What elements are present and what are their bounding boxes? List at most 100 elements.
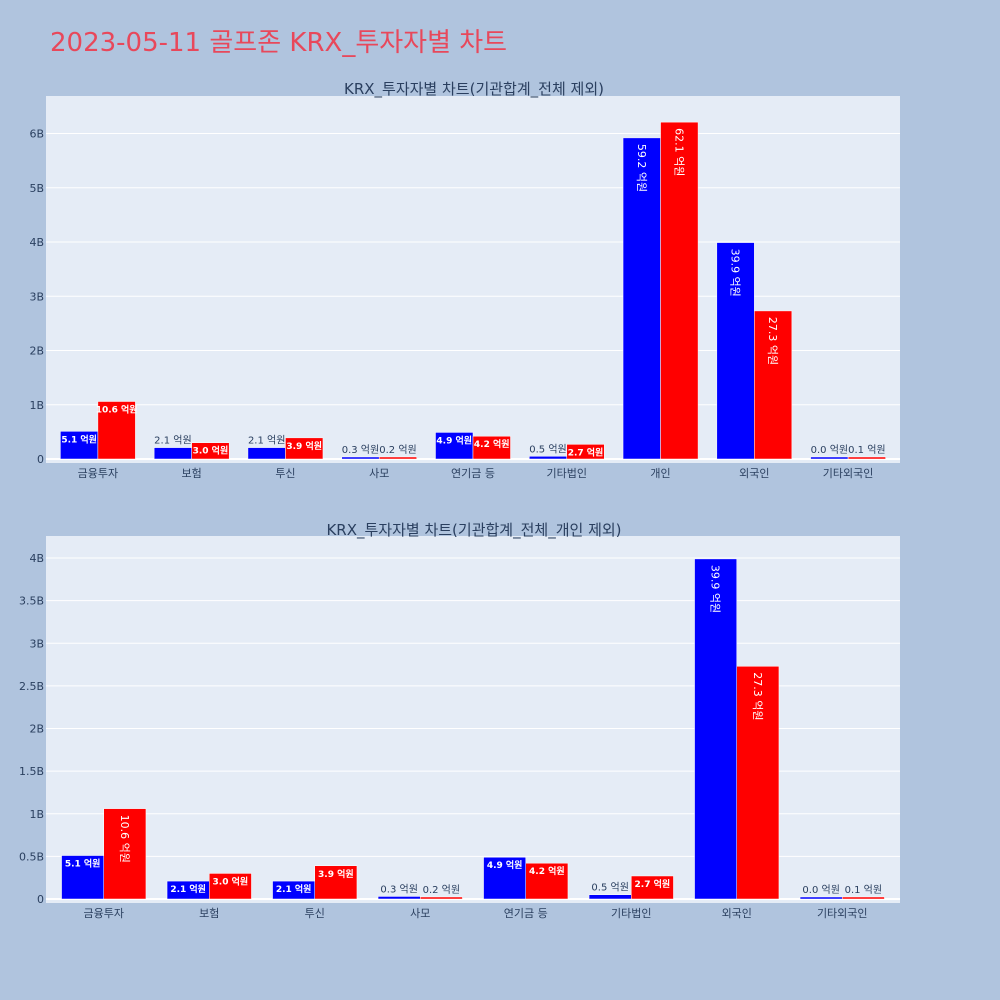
bar <box>694 558 737 900</box>
page-title: 2023-05-11 골프존 KRX_투자자별 차트 <box>50 28 508 58</box>
x-tick-label: 개인 <box>650 467 670 480</box>
data-label: 5.1 억원 <box>65 858 101 870</box>
data-label: 10.6 억원 <box>96 404 138 416</box>
x-tick-label: 보험 <box>199 907 219 920</box>
data-label: 62.1 억원 <box>672 128 685 176</box>
bar <box>622 137 661 460</box>
data-label: 2.1 억원 <box>248 435 285 447</box>
bar <box>61 855 104 900</box>
data-label: 3.9 억원 <box>318 868 354 880</box>
bar <box>483 856 526 900</box>
bar <box>153 447 192 460</box>
data-label: 59.2 억원 <box>635 144 648 192</box>
bar <box>247 447 286 460</box>
chart-title: KRX_투자자별 차트(기관합계_전체 제외) <box>344 80 604 99</box>
data-label: 2.1 억원 <box>154 435 191 447</box>
data-label: 2.7 억원 <box>635 878 671 890</box>
bar <box>842 896 885 900</box>
y-tick-label: 2.5B <box>19 680 44 693</box>
bar <box>341 456 380 460</box>
x-tick-label: 기타법인 <box>611 907 651 920</box>
x-tick-label: 투신 <box>305 907 325 920</box>
data-label: 0.1 억원 <box>848 444 885 456</box>
data-label: 0.3 억원 <box>380 883 417 895</box>
data-label: 3.0 억원 <box>193 445 229 457</box>
x-tick-label: 외국인 <box>739 467 769 480</box>
bar <box>631 875 674 900</box>
data-label: 0.3 억원 <box>342 444 379 456</box>
x-tick-label: 사모 <box>369 467 389 480</box>
data-label: 0.0 억원 <box>802 884 839 896</box>
bar <box>378 456 417 460</box>
data-label: 4.2 억원 <box>529 865 565 877</box>
bar <box>525 862 569 900</box>
bar <box>716 242 755 460</box>
bar <box>472 435 511 460</box>
data-label: 4.9 억원 <box>487 859 523 871</box>
bar <box>191 442 230 460</box>
bar <box>847 456 886 460</box>
x-tick-label: 연기금 등 <box>451 467 495 480</box>
y-tick-label: 6B <box>29 128 44 141</box>
bar <box>736 666 780 900</box>
data-label: 2.7 억원 <box>568 446 604 458</box>
bar <box>314 865 358 900</box>
x-tick-label: 투신 <box>275 467 295 480</box>
data-label: 10.6 억원 <box>118 815 131 863</box>
y-tick-label: 5B <box>29 182 44 195</box>
data-label: 4.2 억원 <box>474 438 510 450</box>
bar <box>810 456 849 460</box>
y-tick-label: 2B <box>29 345 44 358</box>
data-label: 27.3 억원 <box>766 317 779 365</box>
chart-title: KRX_투자자별 차트(기관합계_전체_개인 제외) <box>326 521 621 540</box>
y-tick-label: 1.5B <box>19 765 44 778</box>
x-tick-label: 기타외국인 <box>823 467 874 480</box>
bar <box>209 873 252 900</box>
bar <box>588 894 632 900</box>
data-label: 39.9 억원 <box>709 565 722 613</box>
bar <box>60 431 99 460</box>
bar <box>799 896 843 900</box>
x-tick-label: 보험 <box>182 467 202 480</box>
y-tick-label: 3B <box>29 290 44 303</box>
data-label: 0.2 억원 <box>379 444 416 456</box>
data-label: 0.5 억원 <box>591 882 628 894</box>
data-label: 27.3 억원 <box>751 672 764 720</box>
bar <box>754 310 793 460</box>
y-tick-label: 2B <box>29 723 44 736</box>
data-label: 5.1 억원 <box>61 433 97 445</box>
data-label: 0.2 억원 <box>423 884 460 896</box>
data-label: 0.0 억원 <box>811 444 848 456</box>
data-label: 0.1 억원 <box>845 884 882 896</box>
x-tick-label: 금융투자 <box>78 467 118 480</box>
bar <box>566 444 605 460</box>
x-tick-label: 연기금 등 <box>504 907 548 920</box>
data-label: 3.0 억원 <box>213 875 249 887</box>
bar <box>103 808 147 900</box>
y-tick-label: 4B <box>29 552 44 565</box>
x-tick-label: 외국인 <box>722 907 752 920</box>
bar <box>529 456 568 460</box>
bar <box>420 896 463 900</box>
x-tick-label: 기타외국인 <box>817 907 868 920</box>
bar <box>285 437 324 460</box>
chart-1: KRX_투자자별 차트(기관합계_전체 제외) 0 1B 2B 3B 4B 5B 6B 5.1 … <box>29 80 900 480</box>
data-label: 4.9 억원 <box>436 434 472 446</box>
y-tick-label: 0 <box>37 893 44 906</box>
data-label: 2.1 억원 <box>170 883 206 895</box>
x-tick-label: 기타법인 <box>547 467 587 480</box>
bar <box>435 432 474 460</box>
bar <box>660 121 699 460</box>
y-tick-label: 4B <box>29 236 44 249</box>
data-label: 2.1 억원 <box>276 883 312 895</box>
bar <box>97 401 136 460</box>
x-tick-label: 사모 <box>410 907 430 920</box>
data-label: 0.5 억원 <box>529 443 566 455</box>
data-label: 3.9 억원 <box>286 440 322 452</box>
y-tick-label: 3B <box>29 637 44 650</box>
x-tick-label: 금융투자 <box>84 907 124 920</box>
y-tick-label: 3.5B <box>19 595 44 608</box>
data-label: 39.9 억원 <box>729 249 742 297</box>
y-tick-label: 0.5B <box>19 850 44 863</box>
